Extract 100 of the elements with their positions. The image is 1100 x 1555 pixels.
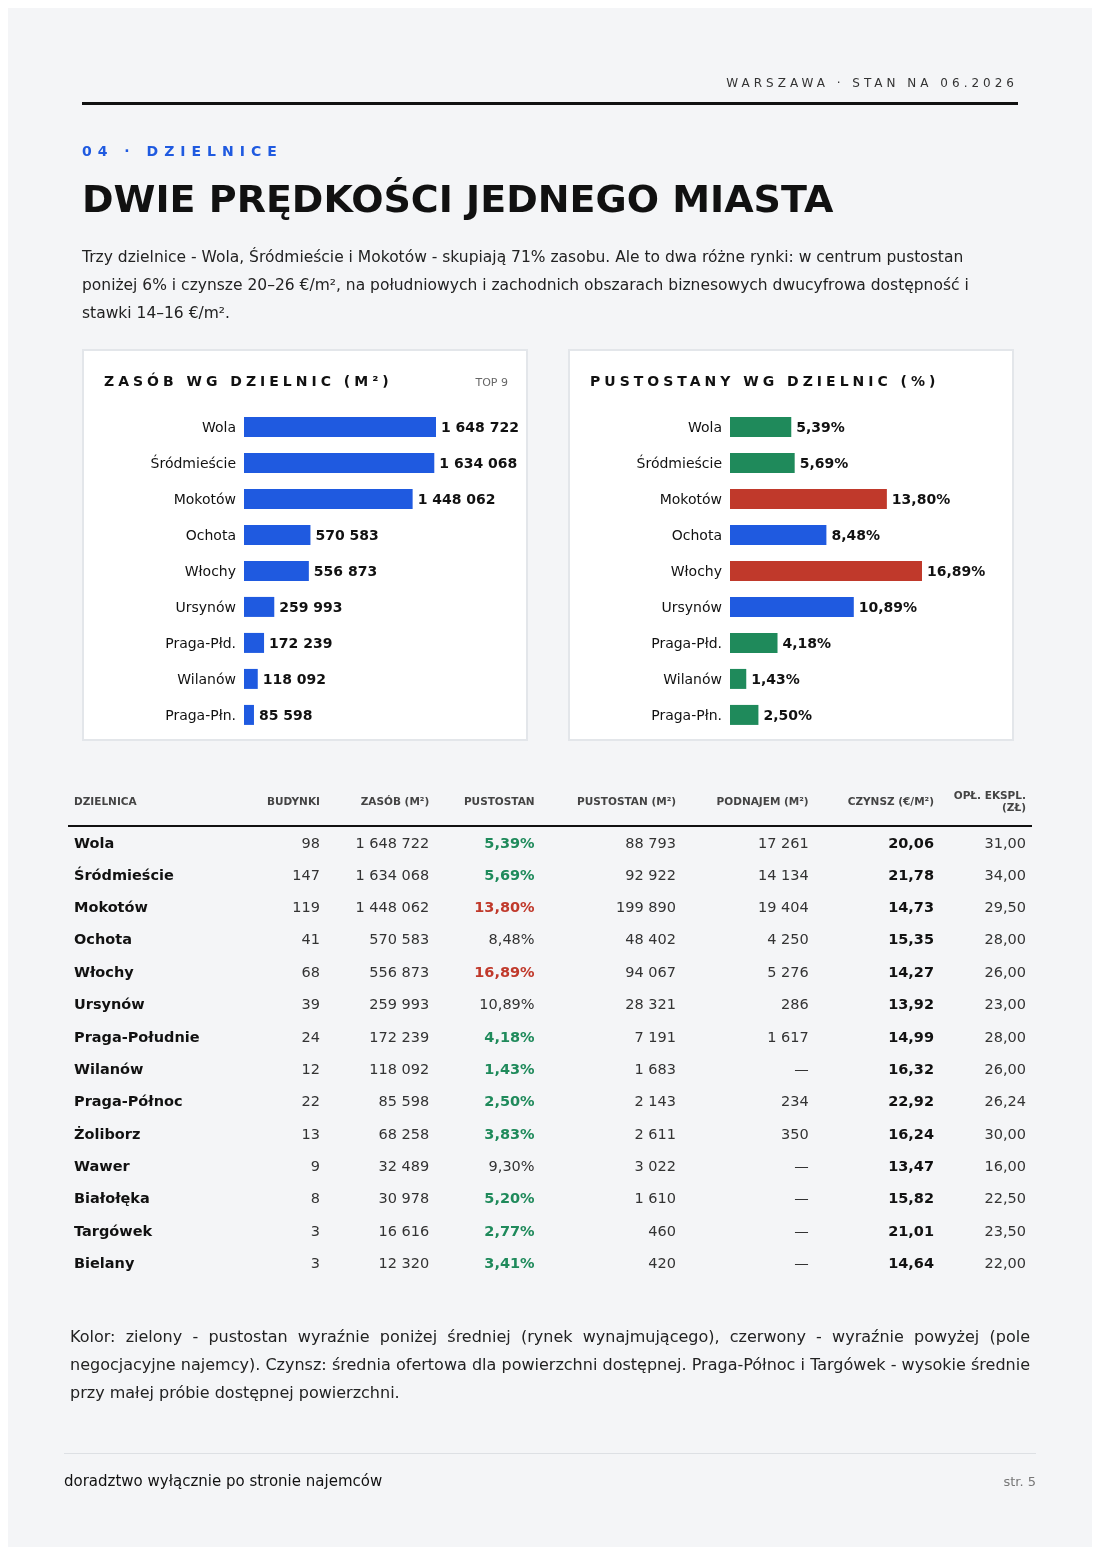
text: 13,92 xyxy=(888,996,934,1013)
data-label: 5,39% xyxy=(796,418,845,435)
text: DWIE PRĘDKOŚCI JEDNEGO MIASTA xyxy=(82,177,835,221)
text: 88 793 xyxy=(625,834,677,851)
text: TOP 9 xyxy=(475,376,508,389)
text: 12 xyxy=(301,1060,320,1077)
text: 1 448 062 xyxy=(355,898,430,915)
text: 3 022 xyxy=(634,1158,677,1175)
text: 98 xyxy=(301,834,320,851)
text: 420 xyxy=(648,1255,677,1272)
category-label: PUSTOSTAN xyxy=(462,794,536,809)
y-tick-label: Wola xyxy=(201,418,236,435)
text: 21,01 xyxy=(888,1222,934,1239)
text: 14,64 xyxy=(888,1255,934,1272)
y-tick-label: Mokotów xyxy=(659,490,722,507)
text: 32 489 xyxy=(378,1158,430,1175)
category-label: CZYNSZ (€/M²) xyxy=(846,794,935,809)
text: 39 xyxy=(301,996,320,1013)
text: 5,69% xyxy=(484,866,535,883)
text: Wilanów xyxy=(74,1060,144,1077)
text: 30 978 xyxy=(378,1190,430,1207)
y-tick-label: Śródmieście xyxy=(150,453,236,471)
bar xyxy=(244,596,275,617)
y-tick-label: Wola xyxy=(687,418,722,435)
text: 16 616 xyxy=(378,1222,430,1239)
text: 5,39% xyxy=(484,834,535,851)
text: 460 xyxy=(648,1222,677,1239)
text: 1 683 xyxy=(634,1060,677,1077)
chart-title: PUSTOSTANY WG DZIELNIC (%) xyxy=(590,373,940,389)
text: 16,00 xyxy=(984,1158,1026,1175)
bar xyxy=(244,632,265,653)
text: 19 404 xyxy=(757,898,809,915)
text: 9 xyxy=(310,1158,320,1175)
category-label: PODNAJEM (M²) xyxy=(715,794,810,809)
text: 26,24 xyxy=(984,1093,1026,1110)
text: 26,00 xyxy=(984,963,1026,980)
text: 04 · DZIELNICE xyxy=(82,143,284,159)
text: Śródmieście xyxy=(74,866,174,883)
text: 8,48% xyxy=(488,931,535,948)
bar xyxy=(730,632,778,653)
bar xyxy=(730,452,795,473)
data-label: 5,69% xyxy=(799,454,849,471)
text: 28,00 xyxy=(984,1028,1026,1045)
text: 17 261 xyxy=(757,834,809,851)
text: 23,50 xyxy=(984,1222,1026,1239)
text: 94 067 xyxy=(625,963,677,980)
y-tick-label: Śródmieście xyxy=(636,453,722,471)
data-label: 1 634 068 xyxy=(439,454,518,471)
bar xyxy=(244,560,309,581)
text: 15,35 xyxy=(888,931,934,948)
text: 21,78 xyxy=(888,866,934,883)
text: 2 611 xyxy=(634,1125,677,1142)
chart-title: ZASÓB WG DZIELNIC (M²) xyxy=(104,373,393,389)
text: 5 276 xyxy=(767,963,809,980)
text: 570 583 xyxy=(369,931,430,948)
bar xyxy=(730,704,759,725)
text: 1 610 xyxy=(634,1190,677,1207)
text: 199 890 xyxy=(616,898,677,915)
y-tick-label: Mokotów xyxy=(173,490,236,507)
text: 23,00 xyxy=(984,996,1026,1013)
bar xyxy=(244,524,311,545)
text: str. 5 xyxy=(1003,1474,1036,1490)
text: 41 xyxy=(301,931,320,948)
category-label: ZASÓB (M²) xyxy=(359,794,431,809)
text: — xyxy=(794,1190,809,1207)
text: 68 258 xyxy=(378,1125,430,1142)
text: 28 321 xyxy=(625,996,677,1013)
data-label: 8,48% xyxy=(831,526,880,543)
text: 28,00 xyxy=(984,931,1026,948)
text: 259 993 xyxy=(369,996,430,1013)
text: Żoliborz xyxy=(74,1125,141,1142)
text: 14,73 xyxy=(888,898,934,915)
y-tick-label: Praga-Płn. xyxy=(165,706,236,723)
text: 556 873 xyxy=(369,963,430,980)
text: 3,83% xyxy=(484,1125,535,1142)
text: 7 191 xyxy=(634,1028,677,1045)
text: 16,24 xyxy=(888,1125,934,1142)
text: Praga-Północ xyxy=(74,1093,183,1110)
bar xyxy=(244,452,435,473)
text: Trzy dzielnice - Wola, Śródmieście i Mokotów - skupiają 71% zasobu. Ale to dwa różne rynki: w centrum pustostan poniżej 6% i czynsze 20–26 €/m², na południowych i zachodnich obszarach biznesowych dwucyfrowa dostępność i stawki 14–16 €/m². xyxy=(82,246,970,324)
text: 1 634 068 xyxy=(355,866,430,883)
text: 350 xyxy=(780,1125,809,1142)
y-tick-label: Ochota xyxy=(185,526,236,543)
data-label: 10,89% xyxy=(858,598,918,615)
data-label: 4,18% xyxy=(782,634,832,651)
data-label: 85 598 xyxy=(258,706,313,723)
category-label: DZIELNICA xyxy=(73,794,138,809)
text: 2,77% xyxy=(484,1222,535,1239)
text: 119 xyxy=(292,898,320,915)
bar xyxy=(244,704,254,725)
text: 10,89% xyxy=(479,996,535,1013)
text: 85 598 xyxy=(378,1093,430,1110)
text: 118 092 xyxy=(369,1060,430,1077)
text: 172 239 xyxy=(369,1028,430,1045)
bar xyxy=(730,488,887,509)
text: 22,00 xyxy=(984,1255,1026,1272)
y-tick-label: Praga-Płd. xyxy=(165,634,236,651)
data-label: 1,43% xyxy=(751,670,800,687)
data-label: 13,80% xyxy=(891,490,951,507)
text: Ochota xyxy=(74,931,132,948)
